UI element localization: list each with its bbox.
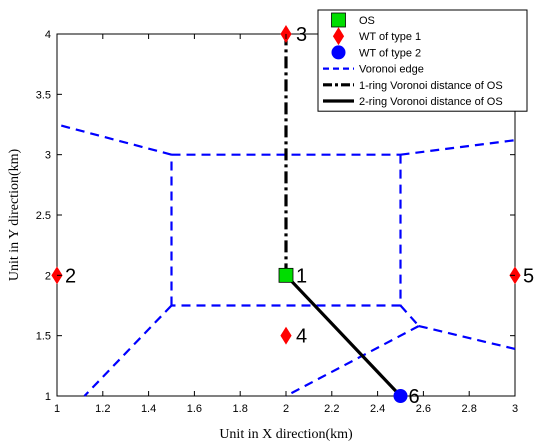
x-tick-label: 2.8 [462, 403, 477, 415]
y-tick-label: 1 [45, 391, 51, 403]
y-tick-label: 4 [45, 29, 51, 41]
plot-area: 1 2 3 4 5 6 [51, 24, 534, 408]
x-tick-label: 1.4 [141, 403, 156, 415]
x-axis-label: Unit in X direction(km) [219, 427, 353, 442]
y-axis-ticks: 1 1.5 2 2.5 3 3.5 4 [36, 29, 515, 403]
voronoi-edge [399, 304, 420, 327]
y-tick-label: 3 [45, 150, 51, 162]
x-tick-label: 1.2 [95, 403, 110, 415]
y-tick-label: 1.5 [36, 331, 51, 343]
legend-label: OS [359, 15, 375, 27]
data-point-1 [278, 267, 294, 283]
x-tick-label: 3 [512, 403, 518, 415]
legend-box [317, 9, 528, 112]
x-tick-label: 1 [54, 403, 60, 415]
x-tick-label: 2.6 [416, 403, 431, 415]
x-tick-label: 2.2 [324, 403, 339, 415]
point-label-1: 1 [296, 265, 307, 287]
data-point-4 [280, 326, 292, 345]
y-tick-label: 3.5 [36, 89, 51, 101]
voronoi-edge [418, 324, 516, 351]
y-axis-label: Unit in Y direction(km) [7, 149, 22, 282]
x-tick-label: 2 [283, 403, 289, 415]
y-tick-label: 2.5 [36, 210, 51, 222]
point-label-6: 6 [409, 386, 420, 408]
x-tick-label: 1.8 [233, 403, 248, 415]
legend-label: WT of type 1 [359, 31, 421, 43]
x-axis-ticks: 1 1.2 1.4 1.6 1.8 2 2.2 2.4 2.6 2.8 3 [54, 34, 518, 415]
voronoi-edge [285, 325, 420, 397]
legend-label: Voronoi edge [359, 64, 424, 76]
point-label-2: 2 [65, 265, 76, 287]
y-tick-label: 2 [45, 270, 51, 282]
voronoi-edge [400, 139, 516, 156]
point-label-3: 3 [296, 24, 307, 46]
x-tick-label: 2.4 [370, 403, 385, 415]
legend-label: 1-ring Voronoi distance of OS [359, 80, 503, 92]
point-label-4: 4 [296, 326, 307, 348]
voronoi-edge [83, 304, 173, 397]
legend-label: 2-ring Voronoi distance of OS [359, 96, 503, 108]
two-ring-path [284, 274, 402, 398]
legend: OS WT of type 1 WT of type 2 Voronoi edge 1-… [317, 9, 528, 112]
point-label-5: 5 [523, 265, 534, 287]
x-tick-label: 1.6 [187, 403, 202, 415]
voronoi-edge [56, 123, 172, 156]
data-point-6 [393, 389, 408, 403]
legend-symbol-circle [331, 45, 346, 60]
legend-symbol-diamond [332, 27, 345, 46]
legend-label: WT of type 2 [359, 47, 421, 59]
legend-symbol-square [331, 12, 346, 28]
